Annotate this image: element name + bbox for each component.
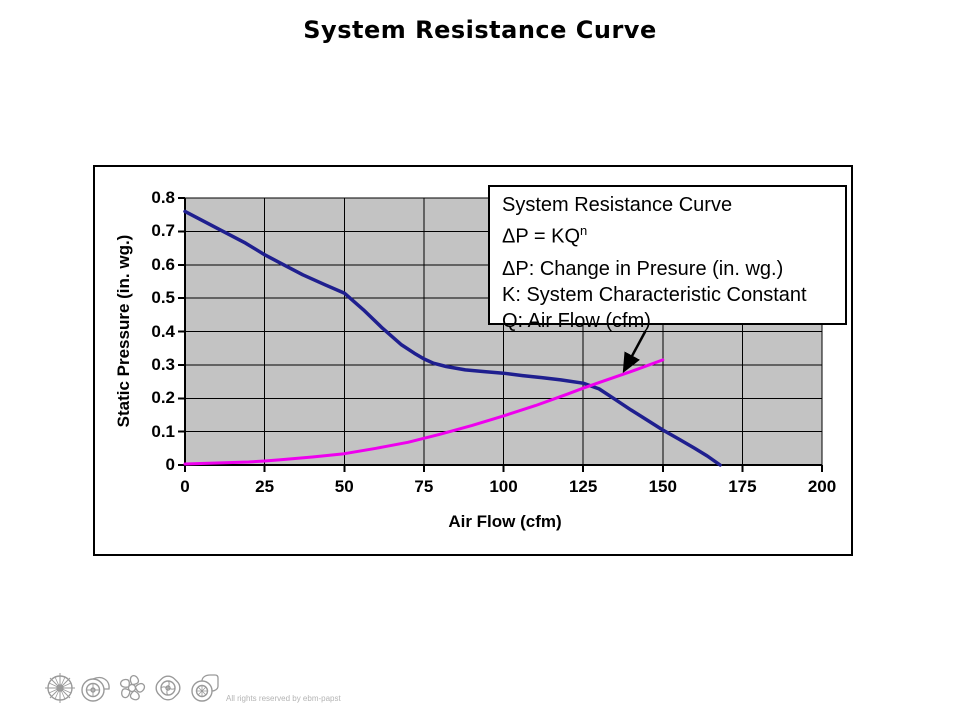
annotation-def-dp: ΔP: Change in Presure (in. wg.) [502,257,784,280]
brand-logos [44,671,220,705]
y-tick-label: 0.4 [151,321,175,341]
x-tick-label: 100 [489,477,518,496]
x-axis-title: Air Flow (cfm) [448,512,562,531]
y-tick-label: 0.1 [151,421,175,441]
x-tick-label: 125 [568,477,598,496]
copyright-text: All rights reserved by ebm-papst [226,694,341,703]
diagonal-fan-icon [155,675,181,701]
x-tick-label: 0 [180,477,190,496]
annotation-def-q: Q: Air Flow (cfm) [502,309,651,332]
y-tick-label: 0.5 [151,288,175,308]
annotation-arrow [622,330,647,374]
annotation-title: System Resistance Curve [502,194,733,216]
series-line-0 [183,209,722,467]
y-tick-label: 0.8 [151,188,175,207]
y-tick-label: 0.6 [151,254,175,274]
x-tick-label: 175 [728,477,757,496]
formula-exponent: n [580,223,588,238]
series-line-1 [183,358,665,466]
x-tick-label: 25 [255,477,275,496]
x-tick-label: 75 [414,477,434,496]
y-tick-label: 0.7 [151,221,175,241]
chart-frame: 0.8 0.7 0.6 0.5 0.4 0.3 0.2 0.1 0 0 25 50 75 100 125 1… [93,165,853,556]
annotation-def-k: K: System Characteristic Constant [502,283,807,306]
axial-fan-icon [45,673,75,703]
y-axis-title: Static Pressure (in. wg.) [114,234,133,428]
y-tick-label: 0.2 [151,388,175,408]
annotation-box: System Resistance Curve ΔP = KQn ΔP: Cha… [488,185,847,332]
annotation-formula: ΔP = KQn [502,223,588,248]
x-tick-label: 50 [334,477,354,496]
x-tick-label: 200 [807,477,837,496]
centrifugal-fan-icon [81,676,110,702]
page-title: System Resistance Curve [303,16,657,44]
y-tick-label: 0 [165,455,175,474]
propeller-fan-icon [120,675,146,701]
y-tick-label: 0.3 [151,354,175,374]
blower-scroll-icon [191,674,219,702]
x-tick-label: 150 [648,477,677,496]
